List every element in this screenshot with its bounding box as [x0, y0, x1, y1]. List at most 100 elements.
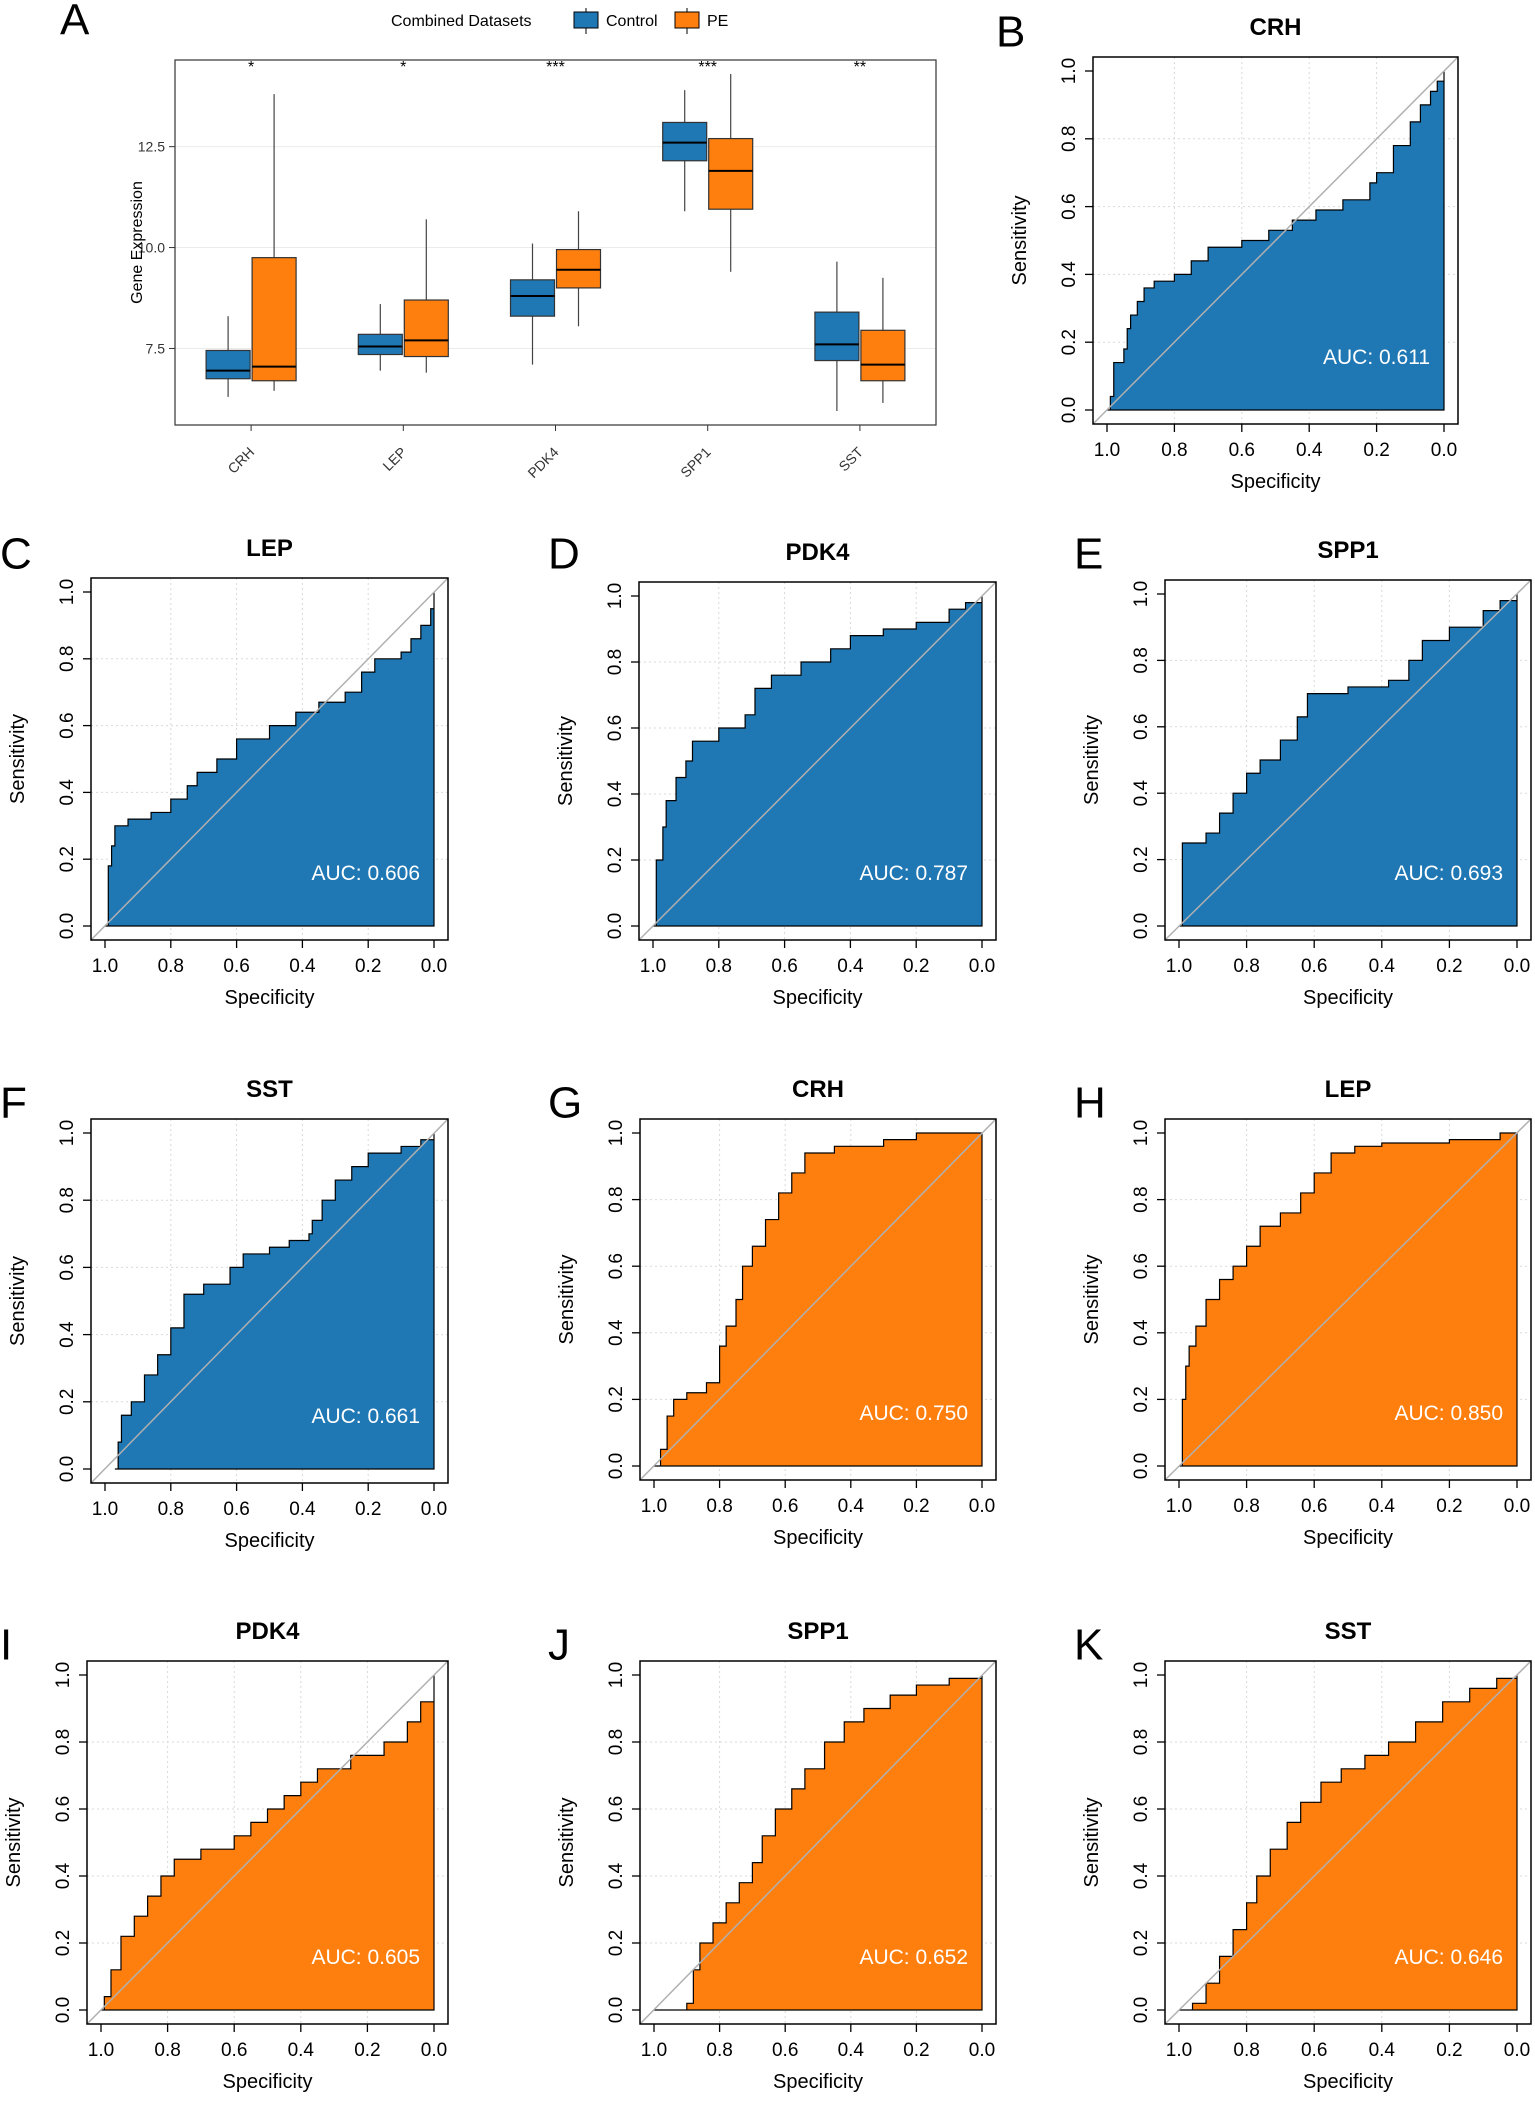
significance-marker: *	[400, 59, 406, 76]
roc-panel-c: C LEP 1.0 0.8 0.6 0.4 0.2 0.0 0.0 0.2 0.4 0.6 0.8 1.0…	[0, 530, 449, 1009]
plot-frame	[1092, 56, 1459, 425]
box-crh-pe	[251, 94, 297, 391]
y-tick-label: 0.4	[605, 780, 626, 807]
panel-letter: F	[0, 1079, 27, 1128]
y-axis-title: Sensitivity	[556, 1797, 578, 1887]
plot-frame	[1164, 1660, 1532, 2025]
box-lep-control	[357, 304, 403, 371]
x-tick-label: 1.0	[92, 1499, 118, 1520]
chart-title: CRH	[792, 1076, 844, 1103]
x-tick-label: 0.2	[1363, 440, 1389, 461]
x-tick-label: 0.8	[1233, 2040, 1259, 2061]
x-tick-label: 0.2	[1436, 1496, 1462, 1517]
roc-panel-j: J SPP1 1.0 0.8 0.6 0.4 0.2 0.0 0.0 0.2 0.4 0.6 0.8 1.…	[548, 1618, 997, 2093]
diagonal-reference-line	[1092, 56, 1459, 425]
y-tick-label: 0.8	[606, 1186, 627, 1212]
panel-letter: J	[548, 1621, 570, 1670]
box-pdk4-control	[509, 243, 556, 365]
legend-title: Combined Datasets	[391, 13, 532, 30]
x-tick-label: 1.0	[641, 1496, 667, 1517]
y-tick-label: 0.2	[1131, 846, 1152, 872]
significance-marker: **	[854, 59, 866, 76]
y-tick-label: 0.0	[57, 913, 78, 939]
x-tick-label: LEP	[379, 444, 409, 474]
panel-letter: I	[0, 1621, 12, 1670]
x-tick-label: 0.6	[221, 2040, 247, 2061]
panel-letter: E	[1074, 530, 1103, 579]
y-tick-label: 0.6	[53, 1796, 74, 1822]
y-tick-label: 0.2	[57, 846, 78, 872]
x-tick-label: 0.4	[1369, 956, 1396, 977]
diagonal-reference-line	[639, 1660, 997, 2025]
x-tick-label: 0.2	[903, 2040, 929, 2061]
x-tick-label: 0.6	[223, 956, 249, 977]
x-tick-label: 0.0	[1431, 440, 1457, 461]
panel-letter: G	[548, 1079, 582, 1128]
y-tick-label: 0.0	[605, 913, 626, 939]
y-tick-label: 0.0	[1131, 913, 1152, 939]
chart-title: LEP	[1325, 1076, 1372, 1103]
chart-title: SST	[246, 1076, 293, 1103]
chart-title: LEP	[246, 535, 293, 562]
roc-panel-e: E SPP1 1.0 0.8 0.6 0.4 0.2 0.0 0.0 0.2 0.4 0.6 0.8 1.…	[1074, 530, 1532, 1009]
x-tick-label: 0.0	[1504, 1496, 1530, 1517]
y-tick-label: 0.4	[57, 1321, 78, 1348]
x-axis-title: Specificity	[224, 987, 314, 1009]
box-lep-pe	[403, 219, 449, 373]
chart-title: PDK4	[235, 1618, 300, 1645]
y-tick-label: 1.0	[1131, 581, 1152, 607]
x-tick-label: 1.0	[88, 2040, 114, 2061]
x-axis-title: Specificity	[1303, 2071, 1393, 2093]
auc-label: AUC: 0.850	[1394, 1402, 1503, 1425]
y-tick-label: 0.6	[1131, 1796, 1152, 1822]
x-tick-label: 1.0	[1094, 440, 1120, 461]
roc-area	[114, 1133, 435, 1470]
y-axis-title: Sensitivity	[7, 1256, 29, 1346]
significance-marker: *	[248, 59, 254, 76]
roc-panel-f: F SST 1.0 0.8 0.6 0.4 0.2 0.0 0.0 0.2 0.4 0.6 0.8 1.0…	[0, 1076, 449, 1552]
y-tick-label: 0.0	[606, 1453, 627, 1479]
y-tick-label: 0.0	[53, 1997, 74, 2023]
auc-label: AUC: 0.646	[1394, 1946, 1503, 1969]
x-tick-label: 0.0	[969, 956, 995, 977]
plot-frame	[638, 581, 997, 941]
x-tick-label: 0.4	[838, 2040, 865, 2061]
chart-title: CRH	[1250, 14, 1302, 41]
x-tick-label: 0.8	[1161, 440, 1187, 461]
chart-title: SPP1	[1317, 537, 1378, 564]
plot-frame	[90, 577, 449, 941]
y-tick-label: 0.8	[53, 1729, 74, 1755]
auc-label: AUC: 0.611	[1323, 346, 1430, 369]
significance-marker: ***	[546, 59, 565, 76]
panel-letter: H	[1074, 1079, 1106, 1128]
y-tick-label: 1.0	[1131, 1120, 1152, 1146]
plot-frame	[174, 59, 937, 426]
x-tick-label: PDK4	[524, 444, 561, 481]
box-iqr	[814, 311, 860, 362]
diagonal-reference-line	[86, 1660, 449, 2025]
plot-frame	[86, 1660, 449, 2025]
y-tick-label: 0.2	[57, 1389, 78, 1415]
y-tick-label: 1.0	[53, 1662, 74, 1688]
y-axis-title: Sensitivity	[7, 714, 29, 804]
y-axis-title: Sensitivity	[1081, 1797, 1103, 1887]
x-tick-label: 0.8	[158, 956, 184, 977]
y-tick-label: 0.8	[1131, 1729, 1152, 1755]
x-tick-label: 0.6	[1301, 2040, 1327, 2061]
y-tick-label: 0.4	[1059, 261, 1080, 288]
x-axis-title: Specificity	[1303, 987, 1393, 1009]
y-axis-title: Sensitivity	[3, 1797, 25, 1887]
x-tick-label: 0.8	[154, 2040, 180, 2061]
x-tick-label: 0.6	[1229, 440, 1255, 461]
panel-letter: K	[1074, 1621, 1103, 1670]
y-tick-label: 0.2	[605, 847, 626, 873]
y-axis-title: Sensitivity	[1081, 715, 1103, 805]
x-tick-label: 1.0	[640, 956, 666, 977]
x-tick-label: 0.8	[706, 2040, 732, 2061]
x-tick-label: 0.2	[903, 956, 929, 977]
y-tick-label: 0.0	[1131, 1453, 1152, 1479]
y-tick-label: 0.0	[57, 1456, 78, 1482]
x-tick-label: 0.6	[1301, 1496, 1327, 1517]
x-tick-label: 0.6	[223, 1499, 249, 1520]
box-iqr	[357, 333, 403, 356]
